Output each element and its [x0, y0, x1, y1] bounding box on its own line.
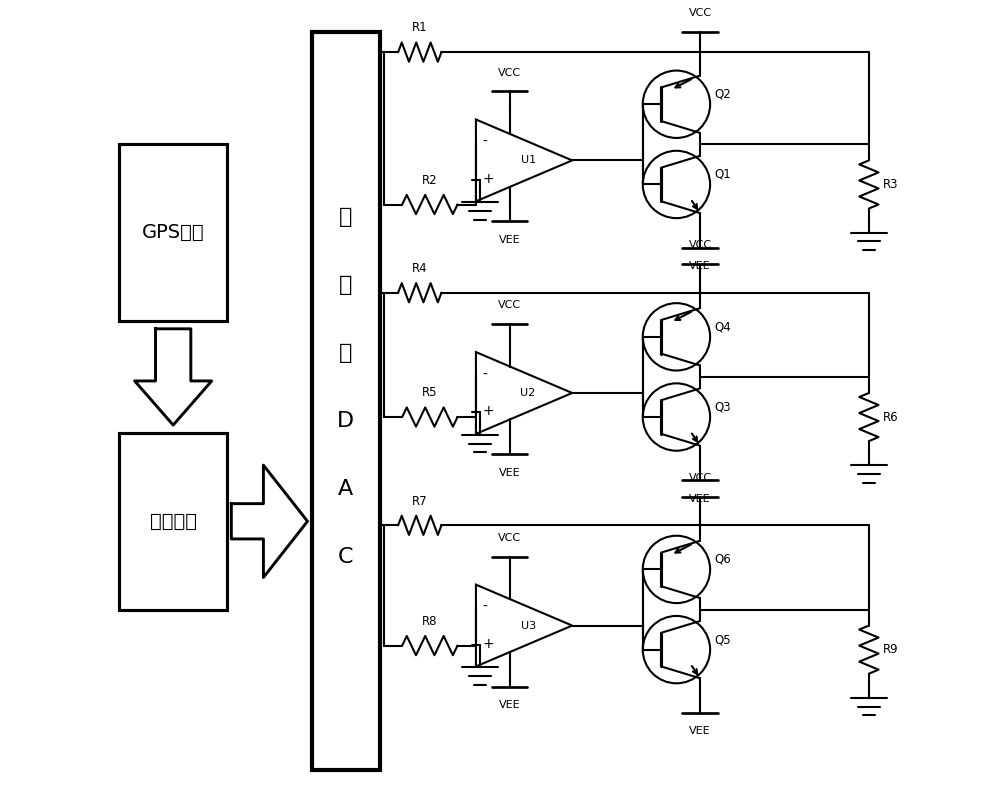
Text: VEE: VEE — [499, 468, 520, 477]
Text: -: - — [482, 600, 487, 614]
Text: VEE: VEE — [499, 235, 520, 245]
Text: 通: 通 — [339, 275, 352, 294]
Text: R8: R8 — [422, 615, 438, 628]
Text: +: + — [482, 637, 494, 651]
Text: R6: R6 — [883, 411, 899, 423]
Text: U1: U1 — [521, 156, 536, 165]
Text: GPS模块: GPS模块 — [142, 223, 204, 242]
Text: VCC: VCC — [688, 241, 712, 250]
Text: VCC: VCC — [498, 68, 521, 78]
Text: VCC: VCC — [688, 473, 712, 483]
Text: 多: 多 — [339, 207, 352, 226]
Text: VCC: VCC — [688, 8, 712, 18]
Text: 主控模块: 主控模块 — [150, 512, 197, 531]
Text: VEE: VEE — [689, 261, 711, 271]
Text: R5: R5 — [422, 387, 438, 399]
Text: D: D — [337, 411, 354, 431]
Text: -: - — [482, 135, 487, 149]
Text: R7: R7 — [412, 495, 428, 508]
Text: A: A — [338, 480, 353, 499]
Bar — [119, 433, 227, 610]
Text: VCC: VCC — [498, 301, 521, 310]
Text: -: - — [482, 367, 487, 382]
Text: Q6: Q6 — [714, 553, 731, 566]
Text: VCC: VCC — [498, 533, 521, 543]
Text: R9: R9 — [883, 643, 899, 656]
Text: Q4: Q4 — [714, 320, 731, 334]
Polygon shape — [231, 465, 308, 577]
Bar — [312, 32, 380, 770]
Text: Q1: Q1 — [714, 168, 731, 181]
Text: +: + — [482, 172, 494, 186]
Text: VEE: VEE — [689, 494, 711, 504]
Text: C: C — [338, 548, 353, 567]
Text: 道: 道 — [339, 343, 352, 363]
Text: U2: U2 — [520, 388, 536, 398]
Text: R1: R1 — [412, 22, 428, 34]
Text: VEE: VEE — [499, 700, 520, 710]
Text: +: + — [482, 404, 494, 419]
Text: Q2: Q2 — [714, 87, 731, 101]
Text: Q3: Q3 — [714, 400, 731, 414]
Text: VEE: VEE — [689, 727, 711, 736]
Text: Q5: Q5 — [714, 633, 731, 646]
Polygon shape — [135, 329, 212, 425]
Text: U3: U3 — [521, 621, 536, 630]
Text: R3: R3 — [883, 178, 899, 191]
Text: R2: R2 — [422, 174, 438, 187]
Bar — [119, 144, 227, 321]
Text: R4: R4 — [412, 262, 428, 275]
